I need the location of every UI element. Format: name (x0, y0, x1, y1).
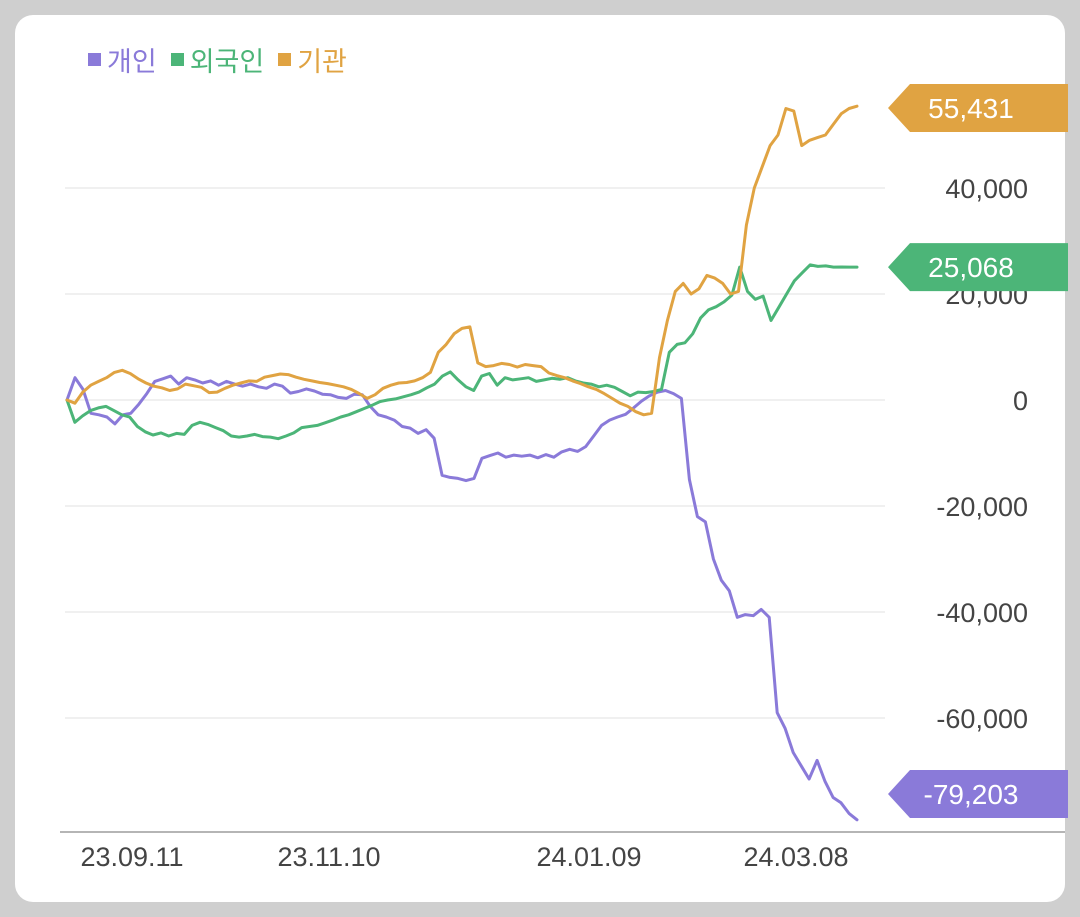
legend-swatch-icon (88, 53, 101, 66)
x-tick-label: 23.09.11 (80, 842, 183, 872)
last-value-callouts: -79,203 25,068 55,431 (888, 84, 1068, 818)
series-lines (65, 104, 859, 822)
grid-lines (65, 187, 885, 719)
legend: 개인 외국인 기관 (88, 40, 347, 79)
legend-item-foreign[interactable]: 외국인 (170, 40, 265, 79)
x-tick-label: 23.11.10 (277, 842, 380, 872)
last-value-callout: 25,068 (888, 243, 1068, 292)
legend-item-institution[interactable]: 기관 (278, 40, 347, 79)
legend-label: 기관 (297, 47, 347, 77)
y-tick-label: 40,000 (945, 174, 1028, 204)
callout-tag-icon (888, 84, 1068, 132)
callout-value: -79,203 (924, 779, 1019, 810)
y-tick-label: -20,000 (936, 492, 1028, 522)
callout-value: 55,431 (928, 93, 1014, 124)
series-line (65, 263, 859, 441)
callout-tag-icon (888, 243, 1068, 292)
y-tick-label: -60,000 (936, 704, 1028, 734)
x-tick-label: 24.03.08 (743, 842, 848, 872)
legend-item-individual[interactable]: 개인 (88, 40, 157, 79)
legend-swatch-icon (170, 53, 184, 66)
x-tick-label: 24.01.09 (536, 842, 641, 872)
legend-label: 외국인 (189, 47, 265, 77)
y-tick-label: -40,000 (936, 598, 1028, 628)
series-line (65, 374, 859, 822)
callout-tag-icon (888, 770, 1068, 818)
legend-swatch-icon (278, 53, 292, 66)
last-value-callout: 55,431 (888, 84, 1068, 132)
y-tick-label: 0 (1013, 386, 1028, 416)
callout-value: 25,068 (928, 252, 1014, 283)
x-axis: 23.09.11 23.11.10 24.01.09 24.03.08 (60, 831, 1065, 872)
legend-label: 개인 (107, 47, 157, 77)
series-line (65, 104, 859, 417)
last-value-callout: -79,203 (888, 770, 1068, 818)
